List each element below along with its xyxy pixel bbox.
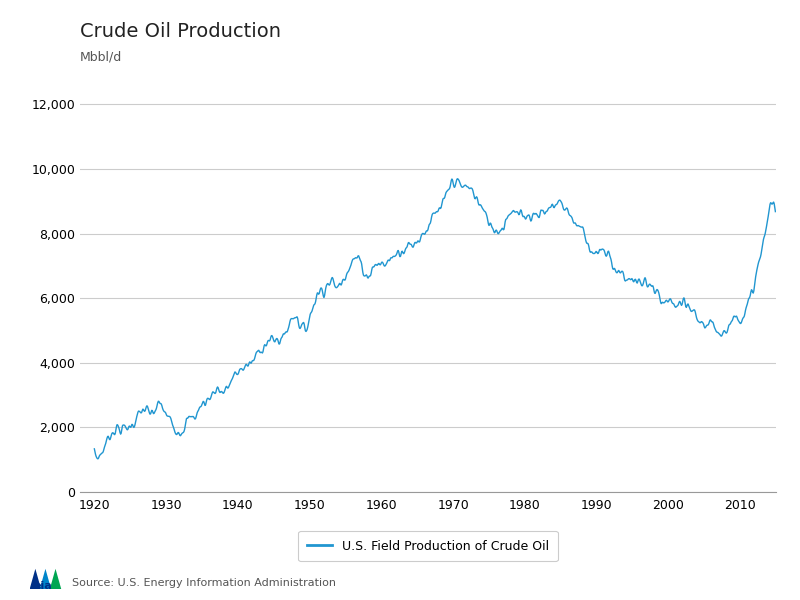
Polygon shape <box>30 569 41 589</box>
Legend: U.S. Field Production of Crude Oil: U.S. Field Production of Crude Oil <box>298 531 558 562</box>
Text: Crude Oil Production: Crude Oil Production <box>80 22 281 41</box>
Polygon shape <box>50 569 62 589</box>
Text: Mbbl/d: Mbbl/d <box>80 50 122 64</box>
Text: eia: eia <box>33 581 52 591</box>
Polygon shape <box>40 569 51 589</box>
Text: Source: U.S. Energy Information Administration: Source: U.S. Energy Information Administ… <box>72 578 336 588</box>
